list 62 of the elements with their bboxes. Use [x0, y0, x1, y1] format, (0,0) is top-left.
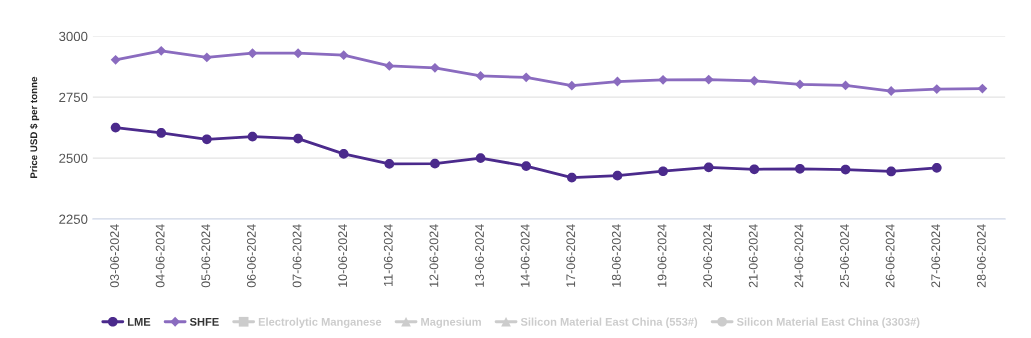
legend-label: LME [127, 318, 151, 326]
x-tick-label: 04-06-2024 [155, 224, 165, 288]
point [293, 48, 303, 59]
point [566, 172, 577, 183]
y-tick-label: 2750 [59, 92, 88, 103]
x-tick-label: 20-06-2024 [703, 224, 713, 288]
point [612, 170, 623, 181]
legend-label: SHFE [189, 317, 219, 326]
point [521, 72, 532, 83]
point [840, 164, 851, 175]
x-tick-label: 27-06-2024 [931, 224, 941, 288]
point [110, 54, 121, 65]
y-tick-label: 3000 [59, 31, 88, 42]
x-tick-label: 03-06-2024 [110, 224, 119, 288]
point [566, 80, 577, 91]
x-tick-label: 13-06-2024 [475, 224, 484, 287]
x-tick-label: 12-06-2024 [429, 224, 439, 287]
point [658, 166, 668, 177]
point [703, 162, 714, 173]
point [658, 74, 668, 85]
x-tick-label: 10-06-2024 [338, 224, 348, 287]
x-tick-label: 05-06-2024 [201, 224, 211, 288]
point [293, 133, 303, 144]
point [110, 122, 121, 133]
point [475, 71, 486, 81]
point [430, 62, 440, 73]
point [931, 162, 942, 173]
point [475, 153, 486, 163]
x-tick-label: 25-06-2024 [840, 224, 849, 288]
point [247, 48, 258, 59]
x-tick-label: 06-06-2024 [246, 224, 256, 288]
x-tick-label: 21-06-2024 [748, 224, 758, 288]
point [977, 83, 988, 94]
point [338, 149, 349, 159]
x-tick-label: 18-06-2024 [611, 224, 621, 287]
x-tick-label: 19-06-2024 [657, 224, 667, 287]
x-tick-label: 07-06-2024 [292, 224, 302, 288]
y-tick-label: 2250 [59, 214, 88, 224]
point [201, 52, 212, 63]
point [795, 79, 805, 90]
x-tick-label: 17-06-2024 [566, 224, 576, 287]
point [521, 161, 532, 171]
y-axis-title: Price USD $ per tonne [29, 76, 40, 178]
x-tick-label: 26-06-2024 [885, 224, 895, 288]
point [384, 159, 395, 169]
x-tick-label: 14-06-2024 [520, 224, 530, 287]
point [703, 74, 714, 85]
point [795, 163, 805, 174]
x-tick-label: 24-06-2024 [794, 224, 804, 288]
point [840, 80, 851, 91]
point [430, 158, 440, 169]
point [156, 128, 167, 138]
point [156, 45, 167, 56]
y-tick-label: 2500 [59, 153, 88, 163]
point [749, 75, 760, 86]
point [338, 50, 349, 61]
point [201, 134, 212, 145]
point [886, 166, 897, 177]
point [247, 131, 258, 142]
x-tick-label: 11-06-2024 [383, 224, 393, 286]
point [749, 164, 760, 175]
x-tick-label: 28-06-2024 [976, 224, 986, 288]
